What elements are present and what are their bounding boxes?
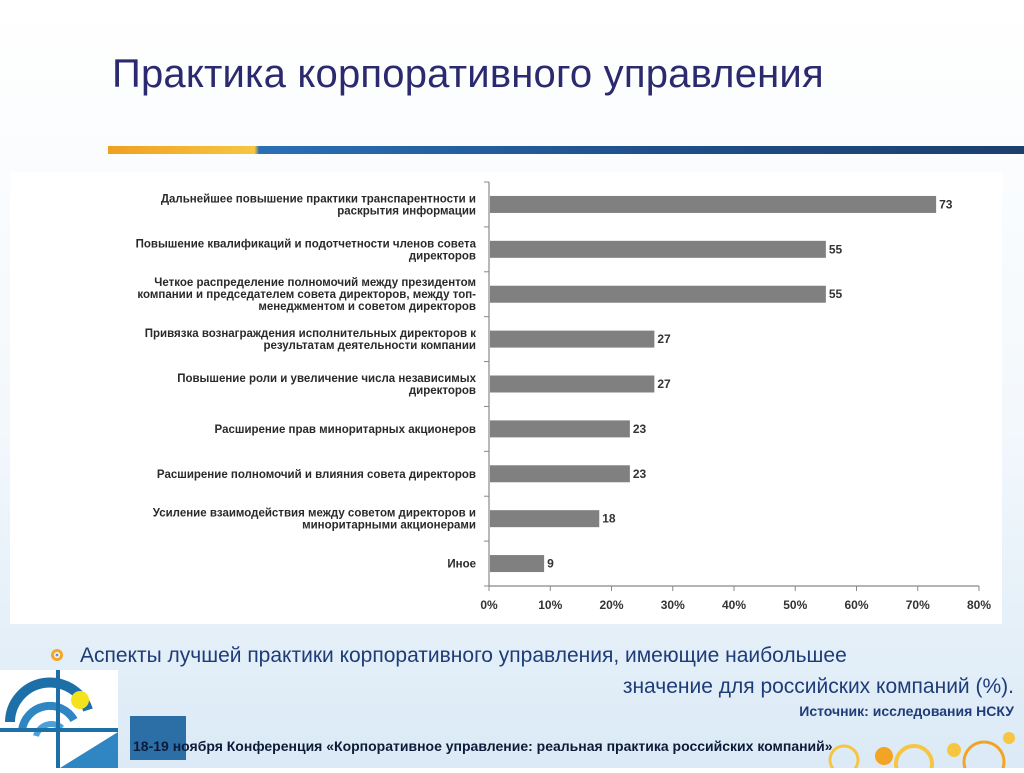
bar-data-label: 27: [657, 377, 671, 391]
category-label-line: результатам деятельности компании: [263, 340, 476, 352]
category-label-line: Иное: [447, 559, 476, 571]
category-label-line: Повышение роли и увеличение числа незави…: [177, 373, 476, 385]
footer-text: 18-19 ноября Конференция «Корпоративное …: [133, 738, 833, 754]
bar-data-label: 23: [633, 467, 647, 481]
bar-data-label: 55: [829, 242, 843, 256]
chart-caption: Аспекты лучшей практики корпоративного у…: [80, 640, 1014, 702]
nsku-logo: [0, 670, 118, 768]
caption-line-2: значение для российских компаний (%).: [622, 675, 1014, 698]
x-tick-label: 40%: [722, 598, 746, 612]
category-label-line: Повышение квалификаций и подотчетности ч…: [136, 238, 477, 250]
bar: [490, 420, 630, 438]
bar: [490, 510, 600, 528]
category-label: Повышение роли и увеличение числа незави…: [177, 373, 476, 397]
caption-line-1: Аспекты лучшей практики корпоративного у…: [80, 644, 847, 667]
category-label: Усиление взаимодействия между советом ди…: [153, 508, 476, 532]
category-label-line: Четкое распределение полномочий между пр…: [154, 277, 476, 289]
category-label: Повышение квалификаций и подотчетности ч…: [136, 238, 477, 262]
bar-data-label: 23: [633, 422, 647, 436]
bar: [490, 465, 630, 483]
category-label-line: Привязка вознаграждения исполнительных д…: [145, 328, 476, 340]
bar-data-label: 73: [939, 197, 953, 211]
x-tick-label: 60%: [844, 598, 868, 612]
bar: [490, 555, 545, 573]
nsku-logo-icon: [0, 670, 118, 768]
x-tick-label: 50%: [783, 598, 807, 612]
bar-data-label: 55: [829, 287, 843, 301]
bar: [490, 330, 655, 348]
category-label-line: Дальнейшее повышение практики транспарен…: [161, 193, 476, 205]
category-label-line: директоров: [409, 250, 476, 262]
category-label-line: Расширение прав миноритарных акционеров: [215, 424, 476, 436]
slide-title: Практика корпоративного управления: [112, 52, 824, 96]
category-label-line: компании и председателем совета директор…: [137, 289, 476, 301]
bar-chart: 0% 10% 20% 30% 40% 50% 60% 70% 80% 73 Дальнейшее п…: [10, 172, 1002, 624]
bar-data-label: 9: [547, 557, 554, 571]
category-label-line: миноритарными акционерами: [302, 520, 476, 532]
x-tick-label: 70%: [906, 598, 930, 612]
bar: [490, 375, 655, 393]
category-label-line: менеджментом и советом директоров: [258, 301, 476, 313]
category-label-line: директоров: [409, 385, 476, 397]
x-tick-label: 80%: [967, 598, 991, 612]
category-label-line: Расширение полномочий и влияния совета д…: [157, 469, 476, 481]
corner-decoration-icon: [828, 732, 1015, 768]
x-tick-label: 30%: [661, 598, 685, 612]
bar-data-label: 18: [602, 512, 616, 526]
bar-chart-svg: 0% 10% 20% 30% 40% 50% 60% 70% 80% 73 Дальнейшее п…: [136, 181, 991, 612]
bar: [490, 195, 937, 213]
category-label: Расширение полномочий и влияния совета д…: [157, 469, 476, 481]
footer-accent-box: [130, 716, 186, 760]
bar: [490, 240, 826, 258]
category-label: Привязка вознаграждения исполнительных д…: [145, 328, 476, 352]
x-tick-label: 20%: [599, 598, 623, 612]
x-tick-label: 0%: [480, 598, 498, 612]
bar-data-label: 27: [657, 332, 671, 346]
x-tick-label: 10%: [538, 598, 562, 612]
category-label: Дальнейшее повышение практики транспарен…: [161, 193, 476, 217]
title-accent-bar: [108, 146, 1024, 154]
bullet-icon: [51, 649, 63, 661]
category-label-line: раскрытия информации: [337, 205, 476, 217]
category-label: Иное: [447, 559, 476, 571]
category-label: Расширение прав миноритарных акционеров: [215, 424, 476, 436]
bar: [490, 285, 826, 303]
source-note: Источник: исследования НСКУ: [799, 703, 1014, 719]
category-label-line: Усиление взаимодействия между советом ди…: [153, 508, 476, 520]
category-label: Четкое распределение полномочий между пр…: [137, 277, 476, 313]
